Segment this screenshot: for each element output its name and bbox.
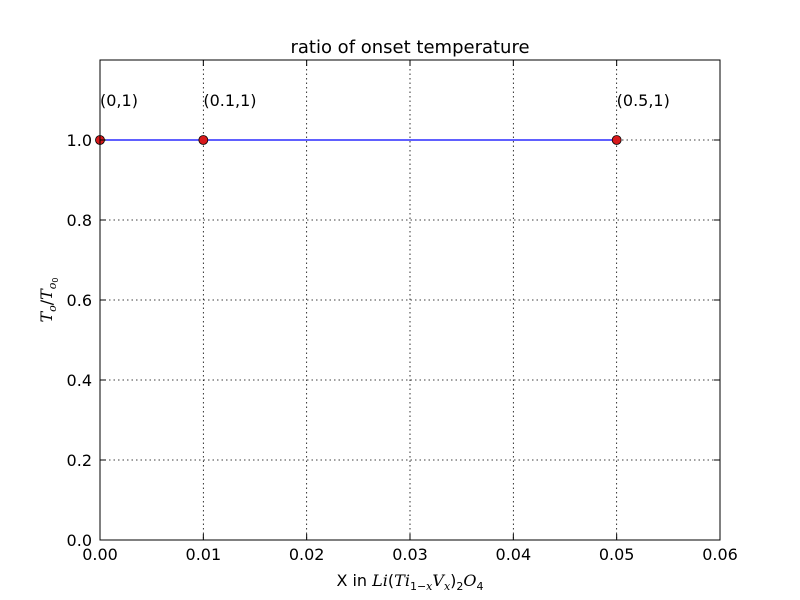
point-annotation: (0,1)	[100, 91, 138, 110]
grid	[100, 60, 720, 540]
y-tick-label: 0.2	[67, 451, 92, 470]
x-tick-label: 0.00	[82, 545, 118, 564]
y-tick-label: 0.8	[67, 211, 92, 230]
x-tick-label: 0.06	[702, 545, 738, 564]
x-tick-label: 0.02	[289, 545, 325, 564]
x-axis-label: X in Li(Ti1−xVx)2O4	[336, 571, 483, 593]
y-tick-label: 0.0	[67, 531, 92, 550]
data-point	[198, 135, 209, 145]
series-layer	[95, 135, 622, 145]
x-tick-label: 0.03	[392, 545, 428, 564]
point-annotation: (0.5,1)	[617, 91, 670, 110]
y-tick-label: 0.6	[67, 291, 92, 310]
x-axis-ticks: 0.00 0.01 0.02 0.03 0.04 0.05 0.06	[82, 60, 738, 564]
x-tick-label: 0.04	[496, 545, 532, 564]
data-point	[611, 135, 622, 145]
y-tick-label: 1.0	[67, 131, 92, 150]
chart-title: ratio of onset temperature	[290, 37, 529, 58]
annotations: (0,1) (0.1,1) (0.5,1)	[100, 91, 670, 110]
x-tick-label: 0.05	[599, 545, 635, 564]
y-axis-ticks: 0.0 0.2 0.4 0.6 0.8 1.0	[67, 131, 720, 550]
point-annotation: (0.1,1)	[203, 91, 256, 110]
y-tick-label: 0.4	[67, 371, 92, 390]
y-axis-label: To/To0	[37, 277, 60, 322]
x-tick-label: 0.01	[186, 545, 222, 564]
